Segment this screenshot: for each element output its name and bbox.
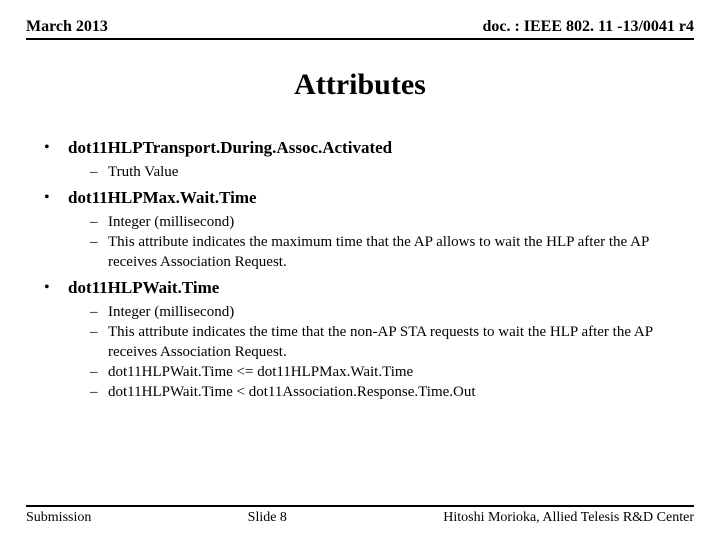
header-row: March 2013 doc. : IEEE 802. 11 -13/0041 …: [26, 18, 694, 40]
sub-list: Truth Value: [90, 162, 694, 182]
sub-item: Truth Value: [90, 162, 694, 182]
bullet-list: dot11HLPTransport.During.Assoc.Activated…: [44, 138, 694, 402]
sub-item: This attribute indicates the time that t…: [90, 322, 694, 362]
item-head: dot11HLPTransport.During.Assoc.Activated: [68, 138, 694, 158]
footer-rule: [26, 505, 694, 507]
sub-item: Integer (millisecond): [90, 212, 694, 232]
item-head: dot11HLPWait.Time: [68, 278, 694, 298]
list-item: dot11HLPTransport.During.Assoc.Activated…: [44, 138, 694, 182]
page-title: Attributes: [26, 68, 694, 102]
sub-item: dot11HLPWait.Time < dot11Association.Res…: [90, 382, 694, 402]
header-left: March 2013: [26, 18, 108, 36]
footer-left: Submission: [26, 510, 91, 526]
item-head: dot11HLPMax.Wait.Time: [68, 188, 694, 208]
footer-row: Submission Slide 8 Hitoshi Morioka, Alli…: [26, 510, 694, 526]
footer: Submission Slide 8 Hitoshi Morioka, Alli…: [26, 505, 694, 526]
header-right: doc. : IEEE 802. 11 -13/0041 r4: [482, 18, 694, 36]
sub-list: Integer (millisecond) This attribute ind…: [90, 302, 694, 402]
footer-right: Hitoshi Morioka, Allied Telesis R&D Cent…: [443, 510, 694, 526]
list-item: dot11HLPWait.Time Integer (millisecond) …: [44, 278, 694, 402]
sub-list: Integer (millisecond) This attribute ind…: [90, 212, 694, 272]
footer-center: Slide 8: [248, 510, 287, 526]
sub-item: Integer (millisecond): [90, 302, 694, 322]
sub-item: This attribute indicates the maximum tim…: [90, 232, 694, 272]
list-item: dot11HLPMax.Wait.Time Integer (milliseco…: [44, 188, 694, 272]
sub-item: dot11HLPWait.Time <= dot11HLPMax.Wait.Ti…: [90, 362, 694, 382]
slide-page: March 2013 doc. : IEEE 802. 11 -13/0041 …: [0, 0, 720, 540]
